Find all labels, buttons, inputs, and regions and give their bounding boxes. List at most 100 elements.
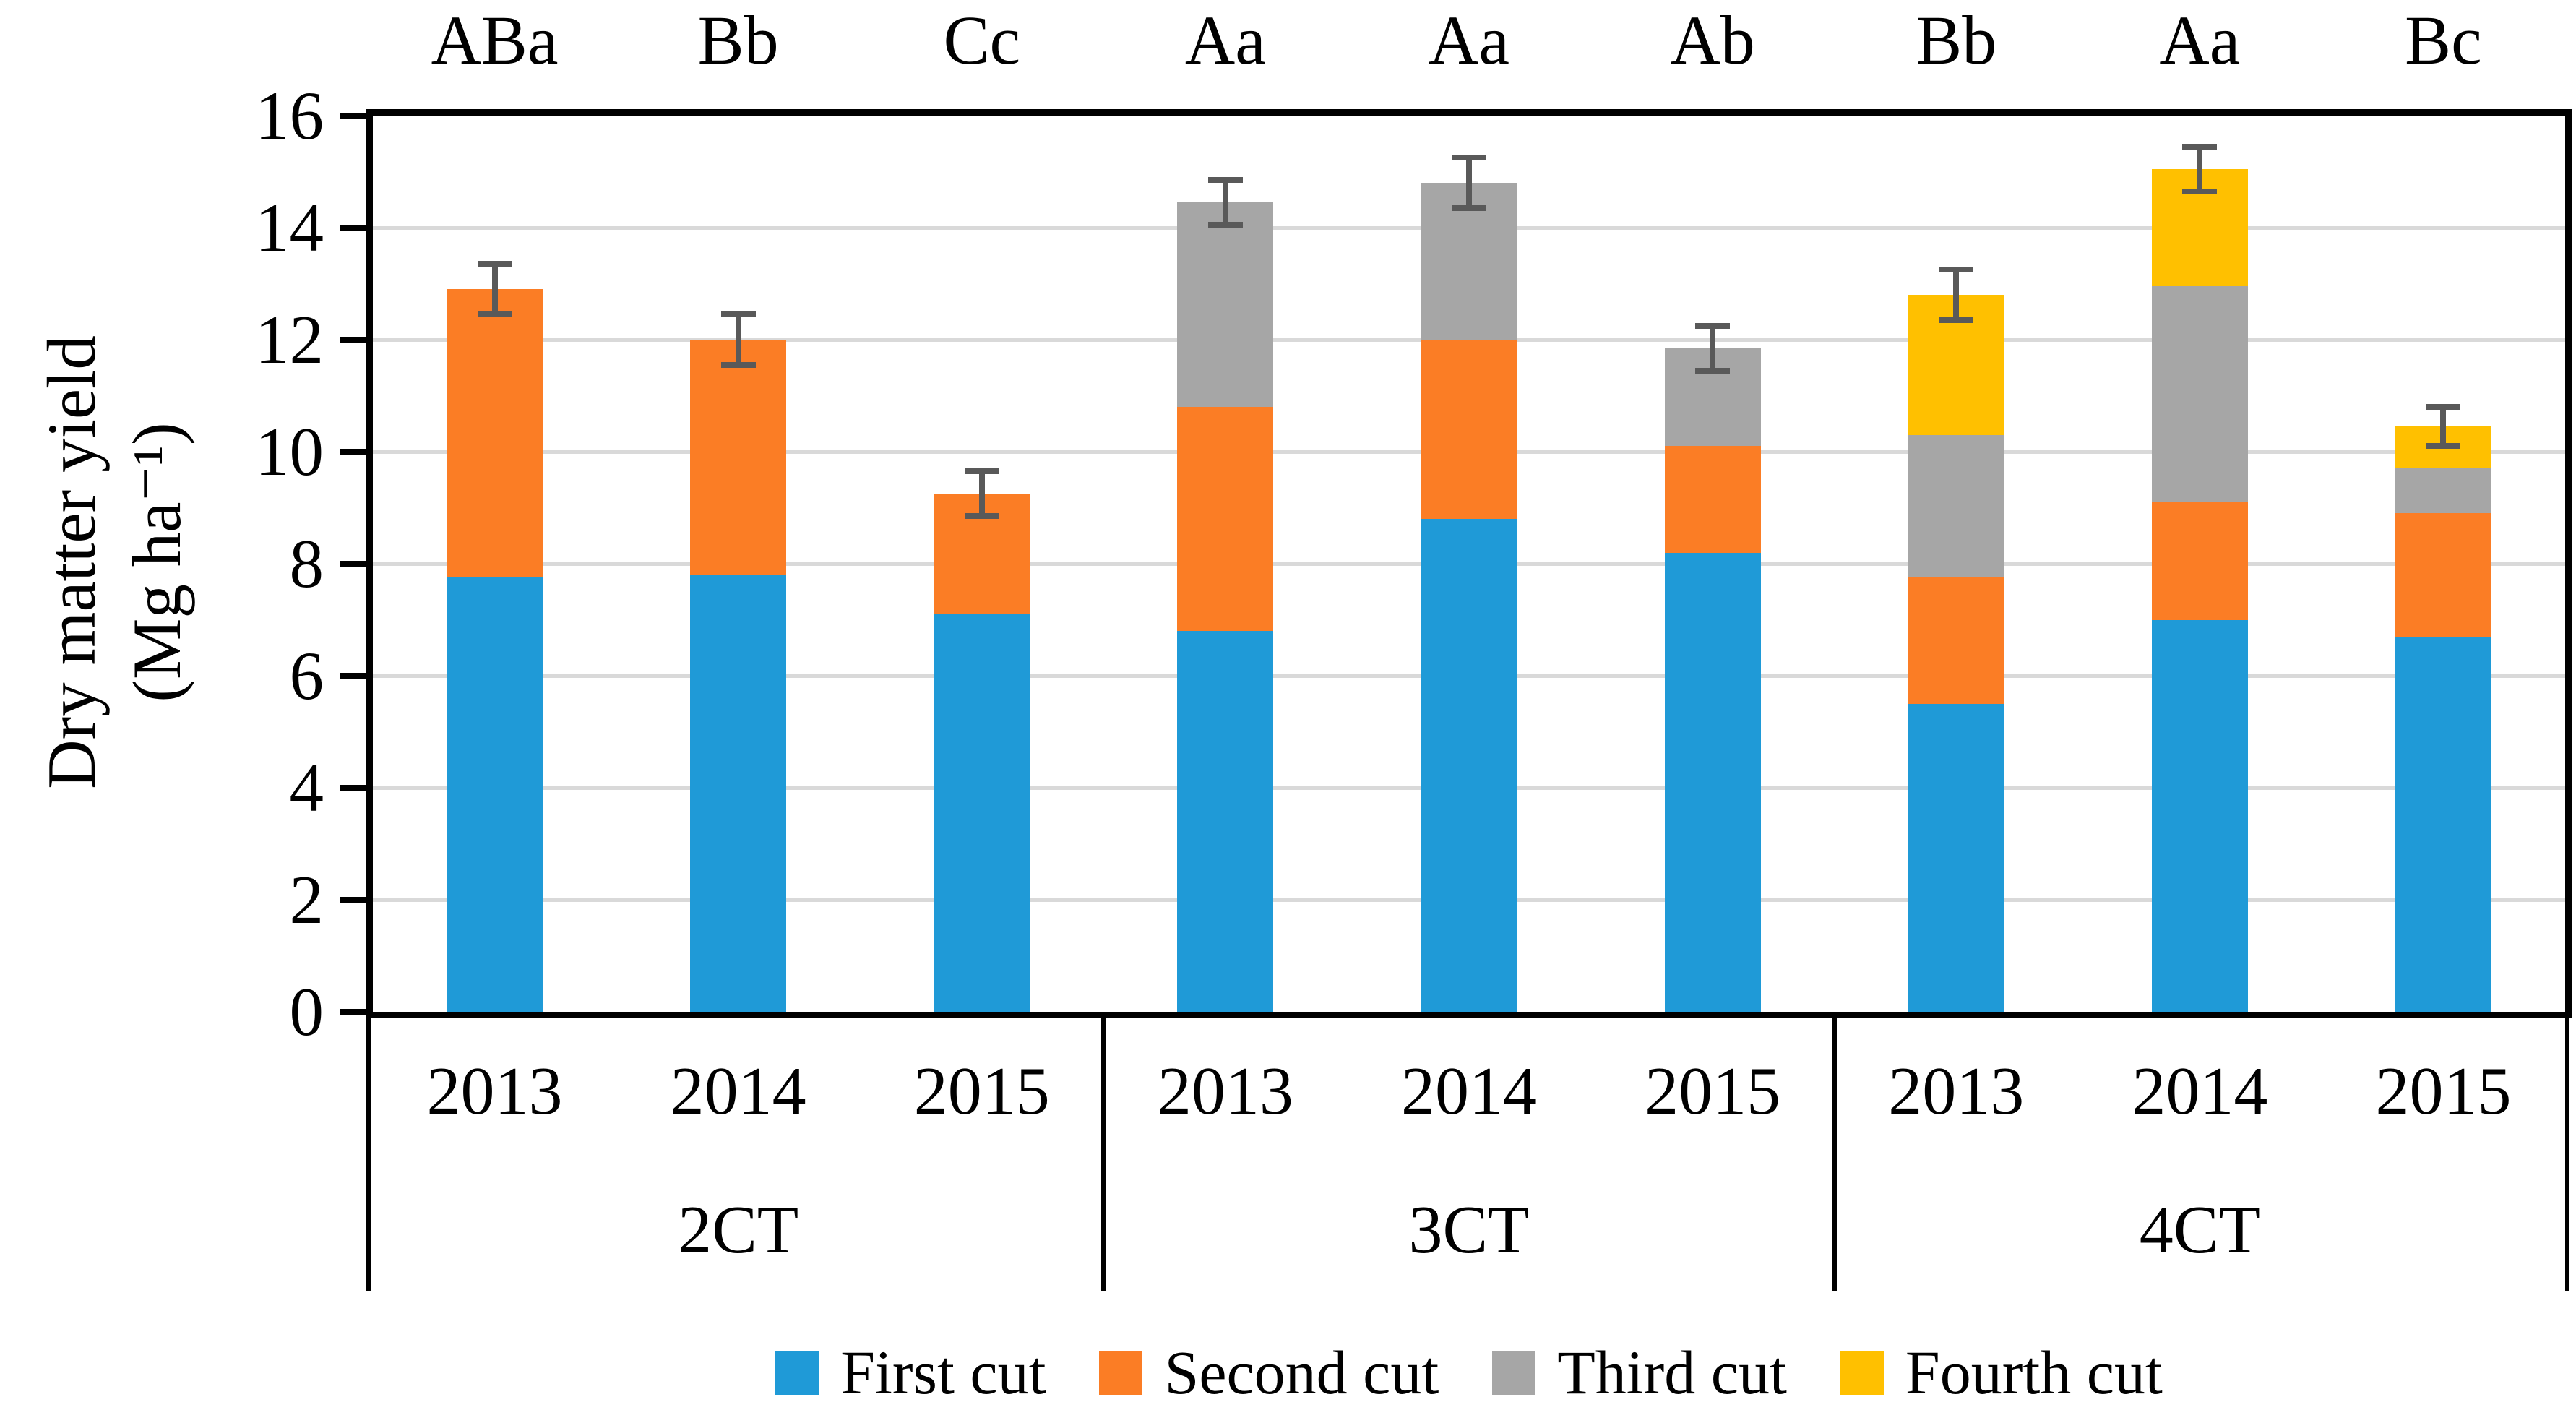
y-axis-tick-mark [340, 897, 366, 903]
bar-segment-second-cut [1177, 407, 1274, 631]
error-bar-cap [1207, 177, 1243, 184]
error-bar-cap [2426, 404, 2461, 410]
error-bar-cap [964, 468, 999, 475]
error-bar-cap [720, 311, 756, 318]
bar-segment-third-cut [1908, 434, 2004, 578]
y-axis-tick-mark [340, 785, 366, 791]
y-axis-tick-mark [340, 673, 366, 679]
bar-segment-second-cut [690, 340, 787, 575]
x-tick-year: 2015 [1645, 1054, 1781, 1129]
x-tick-year: 2014 [1401, 1054, 1537, 1129]
legend-item: Fourth cut [1840, 1338, 2163, 1407]
plot-area [340, 109, 2572, 1018]
x-group-label: 3CT [1408, 1192, 1530, 1268]
x-tick-year: 2015 [913, 1054, 1050, 1129]
error-bar-cap [477, 261, 512, 267]
x-group-label: 2CT [678, 1192, 799, 1268]
legend: First cut Second cut Third cut Fourth cut [373, 1338, 2565, 1407]
error-bar-cap [964, 513, 999, 520]
group-separator [1101, 1018, 1106, 1291]
error-bar-cap [720, 361, 756, 368]
bar-segment-second-cut [2151, 502, 2248, 620]
error-bar-line [978, 471, 985, 517]
y-axis-tick-mark [340, 225, 366, 231]
error-bar-cap [477, 311, 512, 318]
significance-label: Bc [2405, 1, 2482, 79]
y-axis-tick-label: 14 [255, 189, 324, 266]
error-bar-cap [1695, 367, 1731, 374]
bar-segment-second-cut [2395, 513, 2491, 637]
bar-segment-first-cut [1421, 519, 1517, 1012]
y-axis-tick-label: 12 [255, 301, 324, 378]
error-bar-cap [1695, 322, 1731, 329]
y-axis-tick-label: 8 [289, 525, 324, 602]
error-bar-line [1710, 325, 1716, 371]
bar-segment-second-cut [447, 289, 543, 578]
legend-swatch-third-cut [1492, 1351, 1536, 1395]
bar-segment-first-cut [1177, 631, 1274, 1012]
legend-item: Second cut [1099, 1338, 1439, 1407]
error-bar-cap [1939, 317, 1974, 323]
y-axis-tick-mark [340, 113, 366, 119]
bar-segment-third-cut [1177, 202, 1274, 407]
y-axis-tick-label: 6 [289, 637, 324, 714]
bar-segment-first-cut [2395, 636, 2491, 1012]
legend-label: First cut [840, 1338, 1046, 1407]
x-tick-year: 2014 [2132, 1054, 2268, 1129]
legend-label: Fourth cut [1905, 1338, 2163, 1407]
error-bar-cap [2182, 143, 2218, 150]
legend-swatch-fourth-cut [1840, 1351, 1884, 1395]
bar-segment-first-cut [690, 575, 787, 1012]
significance-label: Aa [1429, 1, 1509, 79]
x-tick-year: 2013 [1888, 1054, 2025, 1129]
significance-label: Ab [1670, 1, 1755, 79]
significance-label: Bb [1916, 1, 1997, 79]
significance-label: Aa [1184, 1, 1266, 79]
x-tick-year: 2015 [2375, 1054, 2512, 1129]
legend-swatch-first-cut [775, 1351, 819, 1395]
legend-label: Third cut [1557, 1338, 1787, 1407]
group-separator [366, 1018, 371, 1291]
legend-item: First cut [775, 1338, 1046, 1407]
error-bar-cap [2182, 188, 2218, 194]
bar-segment-first-cut [1908, 703, 2004, 1012]
bar-segment-first-cut [1664, 552, 1761, 1012]
bar-segment-third-cut [2395, 468, 2491, 514]
error-bar-line [1953, 270, 1960, 320]
significance-label: Aa [2159, 1, 2241, 79]
significance-label: Bb [697, 1, 779, 79]
group-separator [2565, 1018, 2569, 1291]
significance-label: Cc [943, 1, 1021, 79]
error-bar-line [1466, 158, 1472, 208]
legend-item: Third cut [1492, 1338, 1787, 1407]
y-axis-tick-label: 2 [289, 861, 324, 938]
group-separator [1832, 1018, 1837, 1291]
error-bar-cap [2426, 443, 2461, 450]
bar-segment-first-cut [447, 577, 543, 1012]
error-bar-cap [1207, 222, 1243, 228]
x-tick-year: 2013 [1157, 1054, 1293, 1129]
error-bar-line [2440, 407, 2447, 447]
y-axis-tick-mark [340, 449, 366, 455]
x-group-label: 4CT [2139, 1192, 2260, 1268]
bar-segment-first-cut [934, 614, 1030, 1012]
bar-segment-second-cut [1664, 446, 1761, 553]
y-axis-tick-label: 0 [289, 973, 324, 1050]
legend-label: Second cut [1164, 1338, 1439, 1407]
y-axis-tick-label: 4 [289, 749, 324, 826]
error-bar-line [1222, 180, 1228, 225]
y-axis-tick-mark [340, 561, 366, 567]
x-tick-year: 2013 [426, 1054, 563, 1129]
bar-segment-first-cut [2151, 619, 2248, 1012]
error-bar-line [491, 264, 498, 315]
significance-label: ABa [431, 1, 559, 79]
error-bar-line [2197, 146, 2203, 192]
legend-swatch-second-cut [1099, 1351, 1143, 1395]
y-axis-tick-mark [340, 337, 366, 343]
error-bar-cap [1452, 205, 1486, 211]
error-bar-line [735, 314, 741, 365]
error-bar-cap [1452, 155, 1486, 161]
bar-segment-second-cut [1908, 577, 2004, 704]
y-axis-tick-mark [340, 1009, 366, 1015]
